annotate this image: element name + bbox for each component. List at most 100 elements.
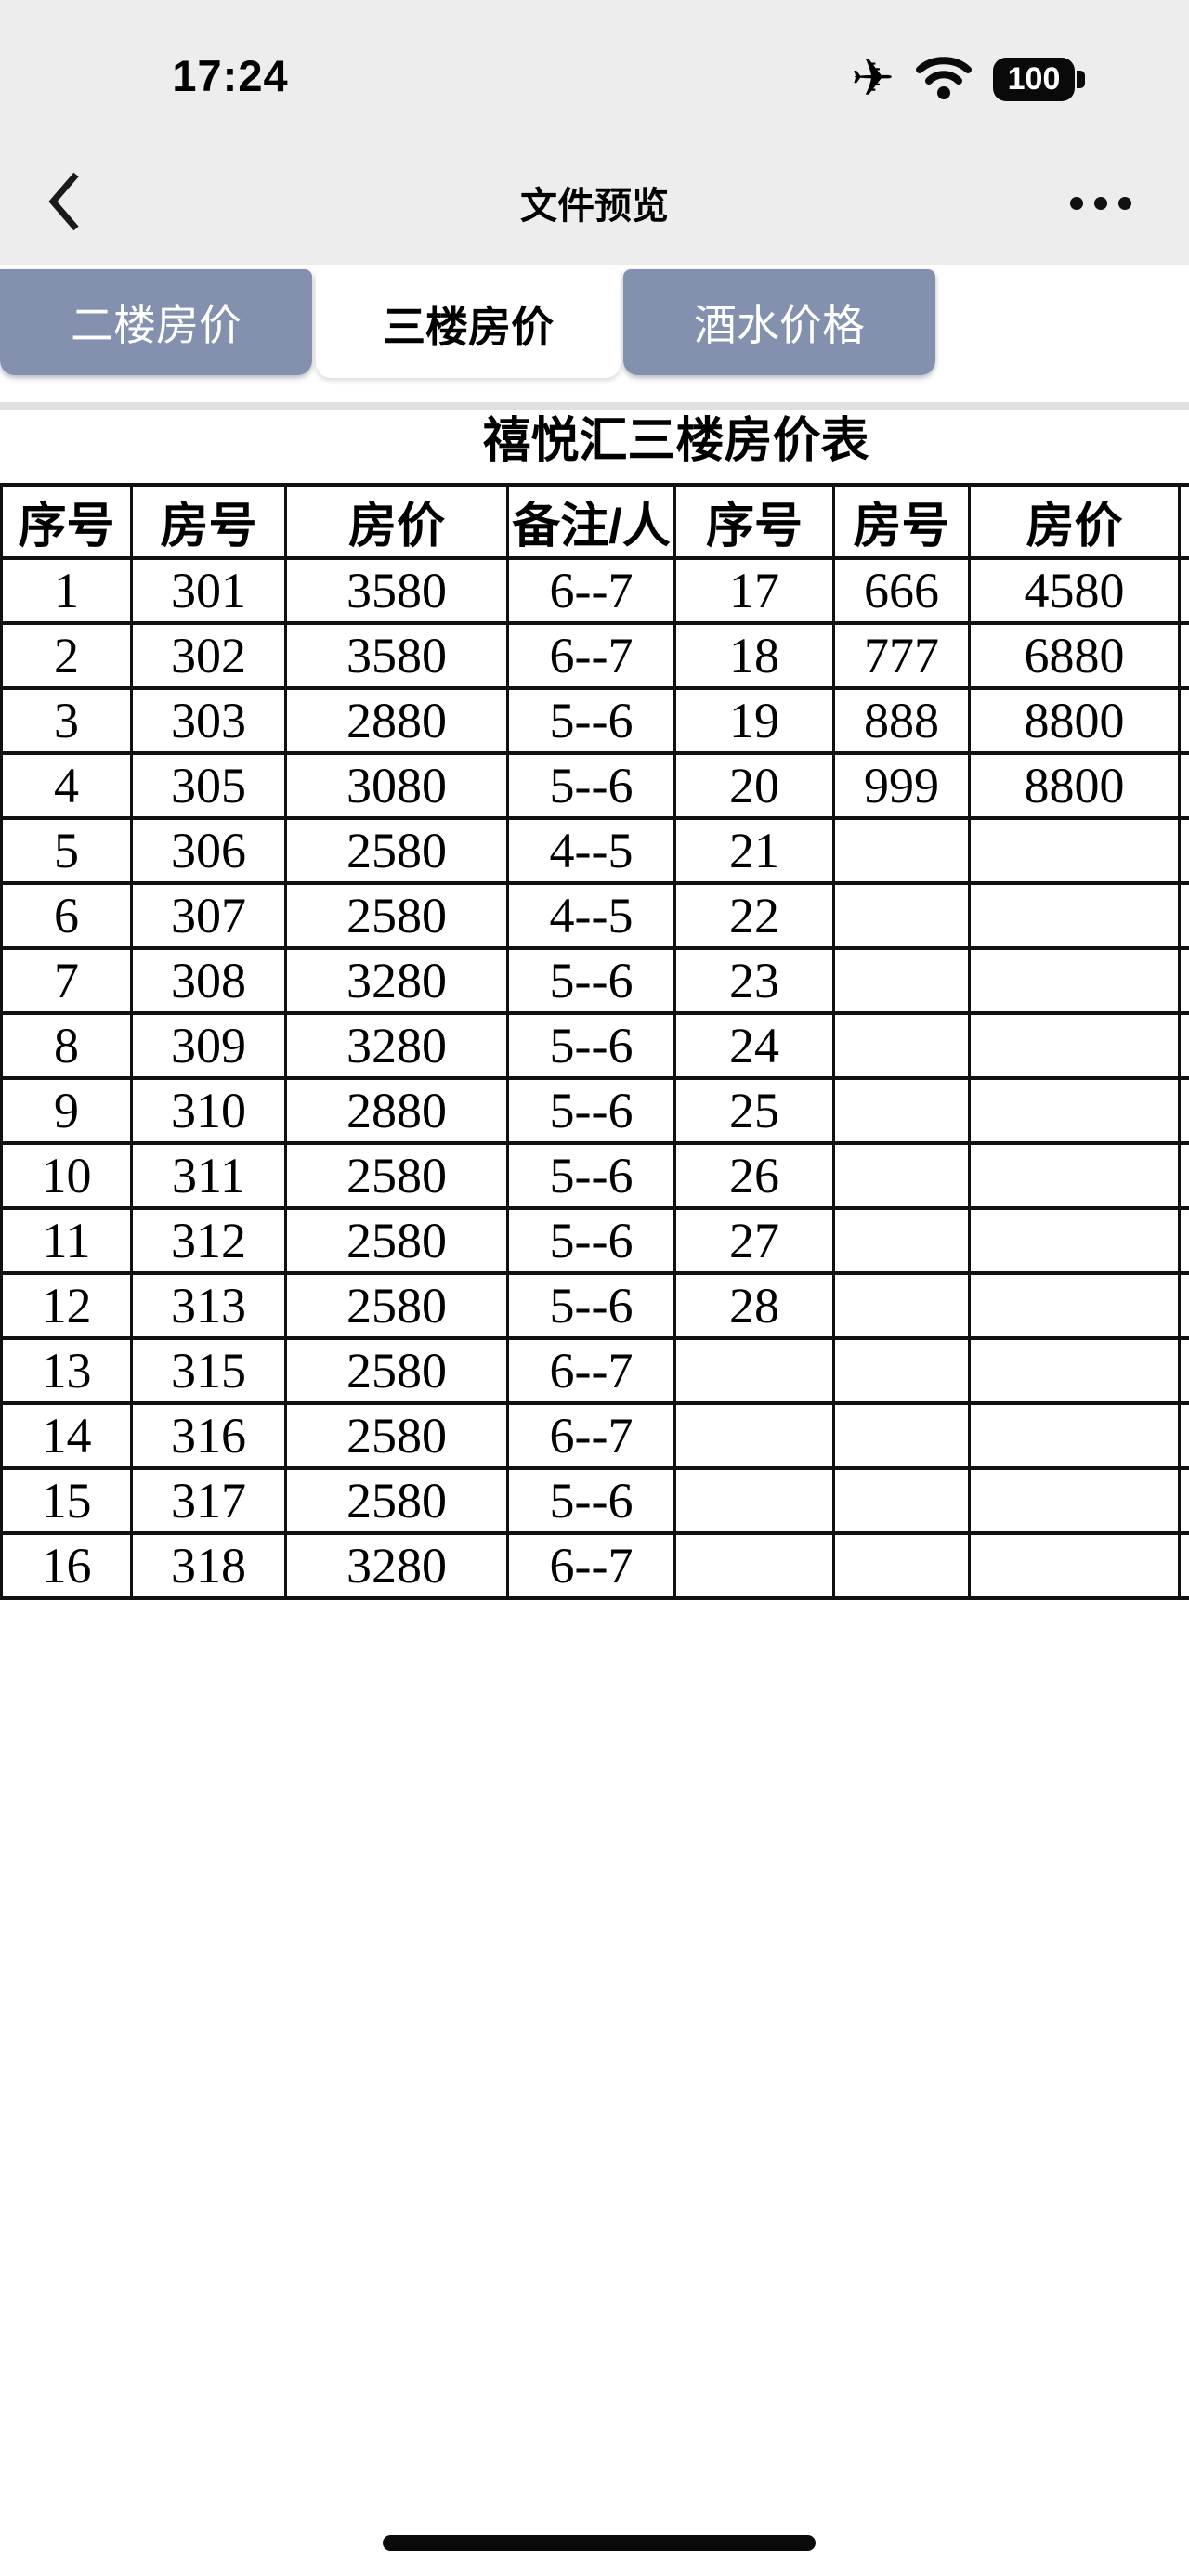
- nav-bar: 文件预览: [0, 139, 1189, 265]
- table-row: 8 309 3280 5--6 24: [0, 1011, 1189, 1080]
- home-indicator[interactable]: [383, 2535, 816, 2551]
- back-button[interactable]: [32, 165, 97, 241]
- table-cell: 4580: [968, 556, 1181, 625]
- table-cell: 316: [130, 1401, 287, 1470]
- table-cell-cutoff: [1178, 1336, 1189, 1405]
- table-cell: 5--6: [506, 1011, 676, 1080]
- ellipsis-icon: [1070, 197, 1083, 210]
- column-header: 序号: [673, 483, 835, 560]
- table-cell: 302: [130, 621, 287, 690]
- table-cell: 6880: [968, 621, 1181, 690]
- table-row: 1 301 3580 6--7 17 666 4580: [0, 556, 1189, 625]
- table-cell: 313: [130, 1271, 287, 1340]
- table-cell: [968, 1206, 1181, 1275]
- table-cell: 2580: [284, 1206, 509, 1275]
- table-cell: 312: [130, 1206, 287, 1275]
- table-cell: 2: [0, 621, 133, 690]
- table-cell: 3: [0, 686, 133, 755]
- ellipsis-icon: [1094, 197, 1107, 210]
- table-cell: 6--7: [506, 556, 676, 625]
- airplane-mode-icon: ✈: [851, 48, 895, 109]
- table-cell: 20: [673, 751, 835, 820]
- column-header: 房号: [832, 483, 971, 560]
- table-row: 9 310 2880 5--6 25: [0, 1076, 1189, 1145]
- more-options-button[interactable]: [1050, 165, 1152, 241]
- table-cell: 18: [673, 621, 835, 690]
- table-cell: 5--6: [506, 946, 676, 1015]
- table-cell-cutoff: [1178, 1466, 1189, 1535]
- table-cell: [832, 1141, 971, 1210]
- table-cell: 5: [0, 816, 133, 885]
- table-cell: 2580: [284, 1271, 509, 1340]
- table-cell: 4: [0, 751, 133, 820]
- table-cell: [968, 1141, 1181, 1210]
- table-cell: 2580: [284, 1336, 509, 1405]
- table-row: 4 305 3080 5--6 20 999 8800: [0, 751, 1189, 820]
- table-cell: 3280: [284, 1011, 509, 1080]
- table-cell: 5--6: [506, 686, 676, 755]
- table-cell: [968, 1401, 1181, 1470]
- table-cell: 8800: [968, 686, 1181, 755]
- table-cell: 317: [130, 1466, 287, 1535]
- table-cell-cutoff: [1178, 816, 1189, 885]
- table-cell: 9: [0, 1076, 133, 1145]
- column-header: 房价: [284, 483, 509, 560]
- back-chevron-icon: [46, 171, 83, 237]
- table-cell: [673, 1401, 835, 1470]
- table-cell: 19: [673, 686, 835, 755]
- table-cell: 13: [0, 1336, 133, 1405]
- table-cell: 3580: [284, 556, 509, 625]
- table-cell: 16: [0, 1531, 133, 1600]
- ellipsis-icon: [1118, 197, 1131, 210]
- table-cell-cutoff: [1178, 1531, 1189, 1600]
- table-cell: 28: [673, 1271, 835, 1340]
- table-cell: 2880: [284, 1076, 509, 1145]
- tab-drinks-prices[interactable]: 酒水价格: [623, 269, 935, 375]
- table-cell: 307: [130, 881, 287, 950]
- table-row: 13 315 2580 6--7: [0, 1336, 1189, 1405]
- table-cell: 4--5: [506, 881, 676, 950]
- table-cell: 315: [130, 1336, 287, 1405]
- table-cell: [968, 1336, 1181, 1405]
- table-cell: 21: [673, 816, 835, 885]
- table-cell: [968, 1271, 1181, 1340]
- table-cell: 308: [130, 946, 287, 1015]
- column-header: 序号: [0, 483, 133, 560]
- table-cell: [673, 1466, 835, 1535]
- table-cell: 3280: [284, 1531, 509, 1600]
- battery-level: 100: [993, 57, 1075, 101]
- table-row: 5 306 2580 4--5 21: [0, 816, 1189, 885]
- table-cell: [832, 946, 971, 1015]
- table-cell: 8: [0, 1011, 133, 1080]
- tab-second-floor-prices[interactable]: 二楼房价: [0, 269, 312, 375]
- table-row: 14 316 2580 6--7: [0, 1401, 1189, 1470]
- table-cell: 14: [0, 1401, 133, 1470]
- table-cell-cutoff: [1178, 1401, 1189, 1470]
- table-cell-cutoff: [1178, 1206, 1189, 1275]
- table-cell: 6--7: [506, 1336, 676, 1405]
- table-row: 15 317 2580 5--6: [0, 1466, 1189, 1535]
- table-cell: 2580: [284, 816, 509, 885]
- table-cell: [968, 816, 1181, 885]
- table-cell: 6--7: [506, 1531, 676, 1600]
- table-row: 10 311 2580 5--6 26: [0, 1141, 1189, 1210]
- table-cell: [832, 1401, 971, 1470]
- column-header-cutoff: [1178, 483, 1189, 560]
- table-cell: [968, 881, 1181, 950]
- tab-third-floor-prices[interactable]: 三楼房价: [316, 269, 621, 378]
- table-row: 3 303 2880 5--6 19 888 8800: [0, 686, 1189, 755]
- table-cell: [832, 1271, 971, 1340]
- table-cell: 1: [0, 556, 133, 625]
- price-table: 序号 房号 房价 备注/人 序号 房号 房价 1 301 3580 6--7 17 666 4580 2 3…: [0, 483, 1189, 1600]
- table-cell: [968, 1466, 1181, 1535]
- table-cell: [673, 1531, 835, 1600]
- table-cell: 310: [130, 1076, 287, 1145]
- table-cell: 666: [832, 556, 971, 625]
- table-cell: [832, 1076, 971, 1145]
- table-cell: 23: [673, 946, 835, 1015]
- table-cell: 2880: [284, 686, 509, 755]
- table-cell: 5--6: [506, 1076, 676, 1145]
- table-row: 2 302 3580 6--7 18 777 6880: [0, 621, 1189, 690]
- table-row: 6 307 2580 4--5 22: [0, 881, 1189, 950]
